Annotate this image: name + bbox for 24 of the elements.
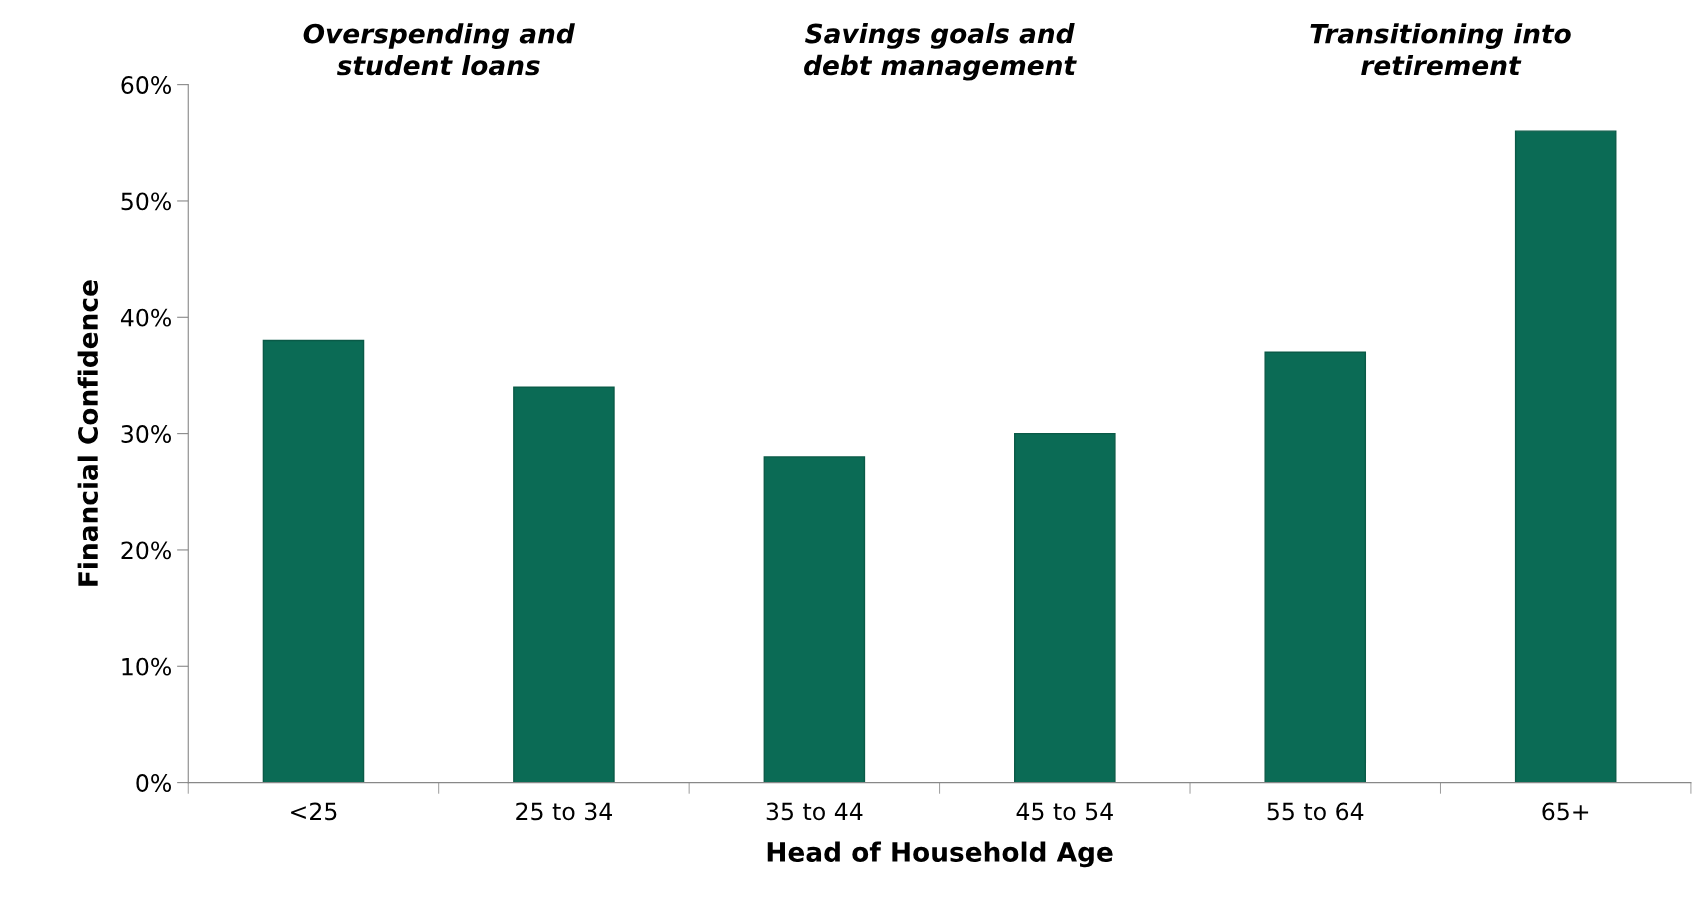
y-tick-label: 0%	[136, 774, 171, 792]
text: Overspending and student loans	[303, 23, 575, 76]
y-tick-label: 10%	[122, 657, 171, 676]
y-axis-title: Financial Confidence	[77, 280, 99, 586]
bar	[1514, 130, 1617, 783]
y-tick-label: 60%	[121, 76, 171, 94]
bar	[262, 339, 365, 783]
text: Savings goals and debt management	[804, 23, 1077, 81]
bar	[1264, 351, 1367, 783]
y-tick-label: 30%	[121, 425, 171, 443]
x-axis-title: Head of Household Age	[767, 841, 1113, 868]
x-tick-label: 25 to 34	[516, 802, 612, 821]
x-tick-label: <25	[291, 802, 337, 821]
y-tick-label: 20%	[121, 541, 171, 560]
x-tick-label: 55 to 64	[1267, 802, 1364, 821]
x-tick-label: 35 to 44	[766, 802, 863, 821]
y-tick-label: 40%	[120, 308, 171, 327]
y-tick-label: 50%	[121, 192, 171, 211]
bar	[763, 456, 866, 783]
bar	[1014, 432, 1116, 783]
bar	[513, 386, 615, 783]
x-tick-label: 65+	[1542, 802, 1589, 821]
text: Transitioning into retirement	[1310, 23, 1571, 76]
x-tick-label: 45 to 54	[1016, 802, 1113, 821]
